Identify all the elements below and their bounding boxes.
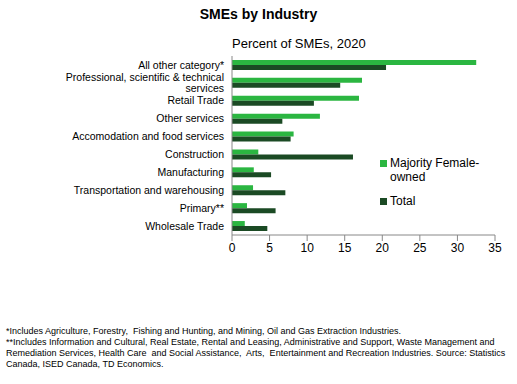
svg-text:Transportation and warehousing: Transportation and warehousing (74, 184, 224, 196)
svg-text:15: 15 (338, 241, 352, 255)
html-text:Percent of SMEs, 2020: Percent of SMEs, 2020 (232, 36, 366, 51)
svg-text:20: 20 (376, 241, 390, 255)
svg-text:Other services: Other services (156, 112, 224, 124)
html-text:**Includes Information and Cul: **Includes Information and Cultural, Rea… (6, 337, 508, 369)
svg-text:Primary**: Primary** (180, 202, 224, 214)
svg-text:0: 0 (229, 241, 236, 255)
svg-text:5: 5 (266, 241, 273, 255)
svg-text:25: 25 (413, 241, 427, 255)
svg-text:10: 10 (300, 241, 314, 255)
svg-text:Professional, scientific & tec: Professional, scientific & technicalserv… (66, 71, 224, 94)
html-text:Total: Total (390, 194, 416, 208)
html-text:Majority Female-owned: Majority Female-owned (390, 156, 480, 184)
svg-text:Construction: Construction (165, 148, 224, 160)
svg-text:Retail Trade: Retail Trade (167, 94, 224, 106)
svg-text:30: 30 (451, 241, 465, 255)
svg-text:Accomodation and food services: Accomodation and food services (72, 130, 224, 142)
svg-text:All other category*: All other category* (138, 59, 224, 71)
svg-text:Manufacturing: Manufacturing (157, 166, 224, 178)
html-text:*Includes Agriculture, Forestr: *Includes Agriculture, Forestry, Fishing… (6, 326, 401, 336)
svg-text:35: 35 (488, 241, 502, 255)
svg-text:Wholesale Trade: Wholesale Trade (145, 220, 224, 232)
html-text:SMEs by Industry: SMEs by Industry (199, 6, 318, 22)
